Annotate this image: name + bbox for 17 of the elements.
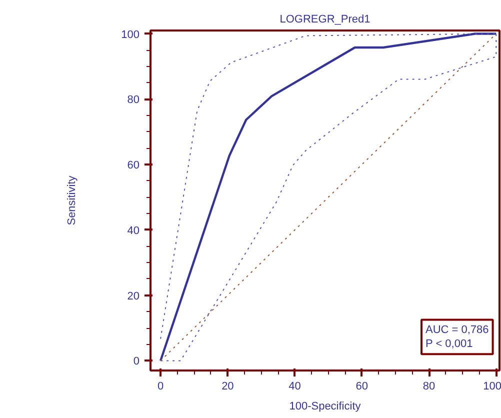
y-tick-label: 60 [127, 160, 140, 172]
x-tick-label: 80 [422, 380, 436, 392]
y-axis-title: Sensitivity [66, 175, 78, 226]
annotation: AUC = 0,786 [426, 324, 489, 336]
x-axis-title: 100-Specificity [289, 400, 362, 412]
x-tick-label: 40 [288, 380, 301, 392]
y-tick-label: 0 [133, 356, 140, 368]
y-tick-label: 20 [127, 290, 140, 302]
annotation: P < 0,001 [426, 338, 473, 350]
y-tick-label: 100 [121, 28, 140, 41]
x-tick-label: 0 [158, 380, 164, 392]
x-tick-label: 60 [356, 380, 368, 392]
y-tick-label: 80 [127, 94, 140, 106]
x-tick-label: 20 [222, 380, 234, 392]
y-tick-label: 40 [127, 224, 140, 237]
x-tick-label: 100 [483, 380, 501, 392]
chart-title: LOGREGR_Pred1 [280, 14, 370, 26]
